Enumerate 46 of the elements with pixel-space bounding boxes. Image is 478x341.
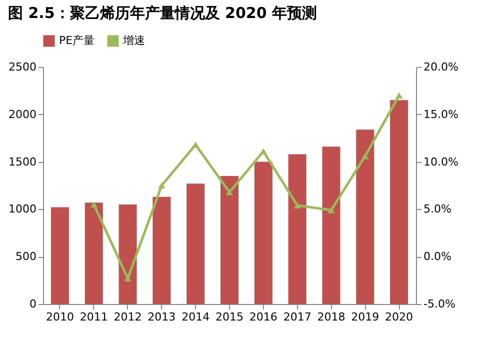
y2-tick-label: 10.0% [424, 155, 458, 168]
bar [322, 146, 340, 304]
y-tick-label: 500 [16, 250, 36, 264]
y2-tick-label: -5.0% [424, 298, 456, 310]
y2-tick-label: 15.0% [424, 108, 458, 121]
point [260, 148, 267, 154]
point [294, 202, 301, 208]
bar [84, 202, 103, 304]
y-tick-label: 2000 [8, 108, 36, 121]
x-tick-label: 2010 [46, 310, 74, 324]
bar [390, 100, 408, 304]
x-tick-label: 2013 [148, 310, 176, 324]
x-tick-label: 2017 [283, 310, 312, 324]
x-tick-label: 2012 [114, 310, 142, 324]
x-tick-label: 2018 [317, 310, 346, 324]
point [192, 142, 200, 148]
bar [186, 184, 205, 304]
bar [118, 204, 137, 304]
x-tick-label: 2011 [80, 310, 108, 324]
y2-tick-label: 5.0% [424, 202, 452, 216]
y-tick-label: 0 [30, 298, 36, 310]
x-tick-label: 2020 [385, 310, 414, 324]
y-tick-label: 2500 [8, 60, 36, 74]
y-tick-label: 1500 [8, 155, 36, 168]
legend-label: PE产量 [59, 34, 95, 47]
bar [220, 176, 238, 304]
chart-title: 图 2.5：聚乙烯历年产量情况及 2020 年预测 [8, 4, 318, 22]
bar [356, 130, 374, 304]
x-tick-label: 2019 [351, 310, 380, 324]
x-tick-label: 2014 [182, 310, 210, 324]
point [362, 153, 369, 160]
point [90, 201, 98, 208]
point [328, 207, 335, 214]
bar [50, 207, 69, 304]
y2-tick-label: 20.0% [424, 60, 458, 74]
x-tick-label: 2016 [249, 310, 278, 324]
point [396, 92, 403, 98]
y2-tick-label: 0.0% [424, 250, 452, 264]
legend-label: 增速 [122, 34, 145, 47]
bar [152, 196, 171, 304]
y-tick-label: 1000 [8, 202, 36, 216]
x-tick-label: 2015 [216, 310, 244, 324]
bar [254, 162, 272, 304]
point [226, 189, 234, 196]
bar [288, 154, 306, 304]
point [158, 182, 166, 189]
